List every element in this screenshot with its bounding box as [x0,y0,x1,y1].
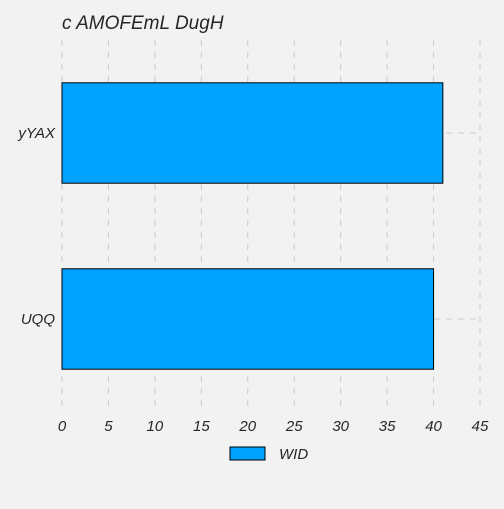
legend-label: WID [279,446,308,463]
x-tick-label: 45 [472,418,489,435]
y-tick-label: UQQ [21,311,56,328]
chart-title: c AMOFEmL DugH [62,13,224,34]
x-tick-label: 30 [332,418,349,435]
legend: WID [229,446,308,463]
x-tick-label: 15 [193,418,210,435]
bar-yyax [61,82,444,184]
bars [61,82,444,370]
x-tick-label: 0 [58,418,67,435]
x-tick-label: 35 [379,418,396,435]
x-tick-label: 25 [285,418,303,435]
x-tick-label: 5 [104,418,113,435]
y-axis-ticks: UQQ yYAX [17,125,56,328]
x-axis-ticks: 0 5 10 15 20 25 30 35 40 45 [58,418,489,435]
bar-uqq [61,268,435,370]
x-tick-label: 20 [238,418,256,435]
y-tick-label: yYAX [17,125,56,142]
x-tick-label: 10 [147,418,164,435]
legend-swatch [229,446,266,461]
x-tick-label: 40 [425,418,442,435]
